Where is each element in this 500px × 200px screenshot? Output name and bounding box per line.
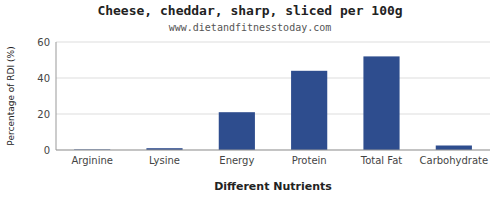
grid-line	[56, 42, 490, 43]
x-axis-title: Different Nutrients	[214, 180, 332, 193]
chart-container: Cheese, cheddar, sharp, sliced per 100g w…	[0, 0, 500, 200]
x-tick-label: Total Fat	[360, 155, 402, 166]
x-tick-label: Arginine	[71, 155, 113, 166]
y-grid	[56, 42, 490, 150]
bar	[363, 56, 399, 150]
bar	[436, 146, 472, 151]
grid-line	[56, 114, 490, 115]
y-tick-label: 0	[44, 145, 50, 156]
y-tick-label: 40	[37, 73, 50, 84]
subtitle: www.dietandfitnesstoday.com	[169, 22, 332, 33]
grid-line	[56, 150, 490, 151]
x-tick-label: Energy	[219, 155, 254, 166]
bar	[291, 71, 327, 150]
bar	[219, 112, 255, 150]
x-axis-line	[56, 150, 490, 151]
x-tick-label: Lysine	[149, 155, 180, 166]
y-tick-label: 60	[37, 37, 50, 48]
x-tick-label: Protein	[292, 155, 327, 166]
bars	[74, 56, 472, 150]
grid-line	[56, 78, 490, 79]
chart: Cheese, cheddar, sharp, sliced per 100g w…	[0, 0, 500, 200]
title: Cheese, cheddar, sharp, sliced per 100g	[97, 3, 402, 18]
y-tick-label: 20	[37, 109, 50, 120]
x-tick-label: Carbohydrate	[420, 155, 489, 166]
y-axis-title: Percentage of RDI (%)	[6, 46, 16, 145]
y-axis-line	[56, 42, 57, 150]
